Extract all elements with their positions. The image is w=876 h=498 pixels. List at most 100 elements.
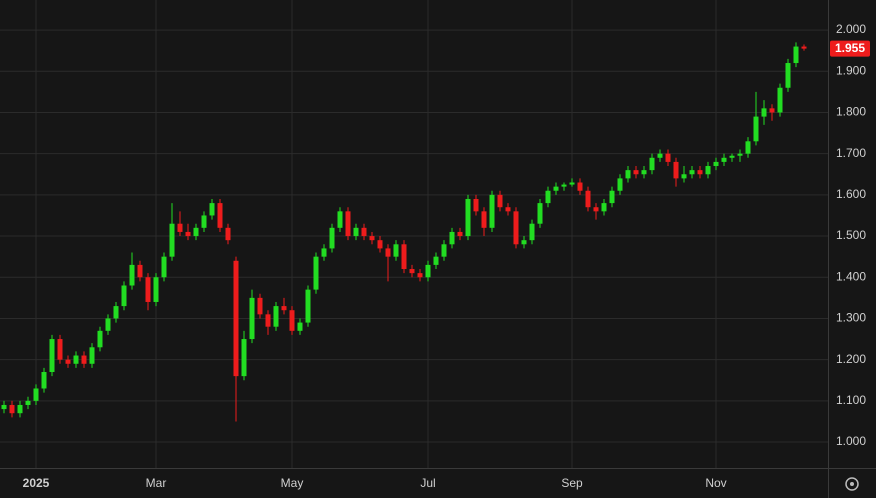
candle-body: [473, 198, 479, 212]
candle-body: [17, 404, 23, 414]
y-tick-label: 1.800: [836, 105, 866, 119]
candle-body: [9, 404, 15, 414]
last-price-box: [830, 40, 870, 57]
candle-body: [161, 256, 167, 278]
candle-body: [417, 273, 423, 278]
candle-body: [137, 264, 143, 278]
grid: [0, 0, 828, 468]
candle-body: [121, 285, 127, 307]
candle-body: [537, 203, 543, 224]
candle-body: [129, 264, 135, 286]
candle-body: [65, 359, 71, 364]
candle-body: [257, 297, 263, 315]
candle-body: [281, 306, 287, 311]
candle-body: [729, 155, 735, 158]
candle-body: [737, 153, 743, 156]
candle-body: [489, 194, 495, 228]
candle-body: [409, 269, 415, 274]
candle-body: [297, 322, 303, 331]
candle-body: [761, 108, 767, 117]
settings-ring[interactable]: [845, 477, 859, 491]
y-tick-label: 1.400: [836, 269, 866, 283]
candle-body: [769, 108, 775, 113]
candle-body: [697, 170, 703, 175]
candle-body: [353, 227, 359, 237]
candle-body: [321, 248, 327, 257]
candle-body: [609, 190, 615, 204]
candle-body: [105, 318, 111, 331]
candle-body: [657, 153, 663, 158]
candle-body: [185, 231, 191, 237]
candle-body: [97, 330, 103, 348]
candle-body: [505, 207, 511, 212]
candle-body: [177, 223, 183, 232]
candle-body: [73, 355, 79, 364]
candle-body: [217, 203, 223, 228]
candle-body: [521, 240, 527, 245]
candle-body: [313, 256, 319, 290]
last-price-label: 1.955: [835, 41, 865, 55]
x-tick-label: Mar: [146, 476, 167, 490]
candle-body: [289, 310, 295, 331]
candle-body: [593, 207, 599, 212]
candle-body: [385, 248, 391, 257]
y-tick-label: 1.100: [836, 393, 866, 407]
candle-body: [617, 178, 623, 191]
candle-body: [665, 153, 671, 162]
candle-body: [201, 215, 207, 228]
settings-dot[interactable]: [850, 482, 854, 486]
y-tick-label: 1.600: [836, 187, 866, 201]
candle-body: [481, 211, 487, 228]
x-tick-label: 2025: [23, 476, 50, 490]
x-tick-label: May: [281, 476, 304, 490]
candle-body: [633, 170, 639, 175]
candle-body: [233, 260, 239, 377]
candle-body: [441, 244, 447, 257]
candle-body: [601, 203, 607, 212]
y-tick-label: 1.300: [836, 311, 866, 325]
candle-body: [641, 170, 647, 175]
candle-body: [649, 157, 655, 171]
candle-body: [585, 190, 591, 208]
candle-body: [673, 161, 679, 179]
candle-body: [425, 264, 431, 278]
candle-body: [785, 63, 791, 88]
candle-body: [529, 223, 535, 241]
candle-body: [497, 194, 503, 208]
candle-body: [721, 157, 727, 162]
candle-body: [753, 116, 759, 142]
candle-body: [57, 339, 63, 360]
x-tick-label: Jul: [420, 476, 435, 490]
candle-body: [305, 289, 311, 323]
candle-body: [553, 186, 559, 191]
candle-body: [457, 231, 463, 237]
candle-body: [433, 256, 439, 265]
y-tick-label: 1.500: [836, 228, 866, 242]
candle-body: [681, 174, 687, 179]
y-tick-label: 1.200: [836, 352, 866, 366]
candle-body: [41, 372, 47, 389]
candle-body: [1, 404, 7, 410]
y-tick-label: 1.700: [836, 146, 866, 160]
candle-body: [169, 223, 175, 257]
candle-body: [113, 306, 119, 319]
y-tick-label: 1.900: [836, 63, 866, 77]
candle-body: [793, 46, 799, 64]
candle-body: [273, 306, 279, 327]
candle-body: [569, 182, 575, 185]
candle-body: [393, 244, 399, 257]
candle-body: [89, 347, 95, 364]
candle-body: [153, 277, 159, 302]
x-tick-label: Sep: [561, 476, 583, 490]
candle-body: [329, 227, 335, 249]
candle-body: [345, 211, 351, 237]
settings-icon[interactable]: [845, 477, 859, 491]
candle-body: [745, 141, 751, 154]
candle-body: [401, 244, 407, 270]
candle-body: [545, 190, 551, 204]
candle-body: [513, 211, 519, 245]
candle-body: [49, 339, 55, 373]
candle-body: [713, 161, 719, 167]
candle-body: [337, 211, 343, 228]
